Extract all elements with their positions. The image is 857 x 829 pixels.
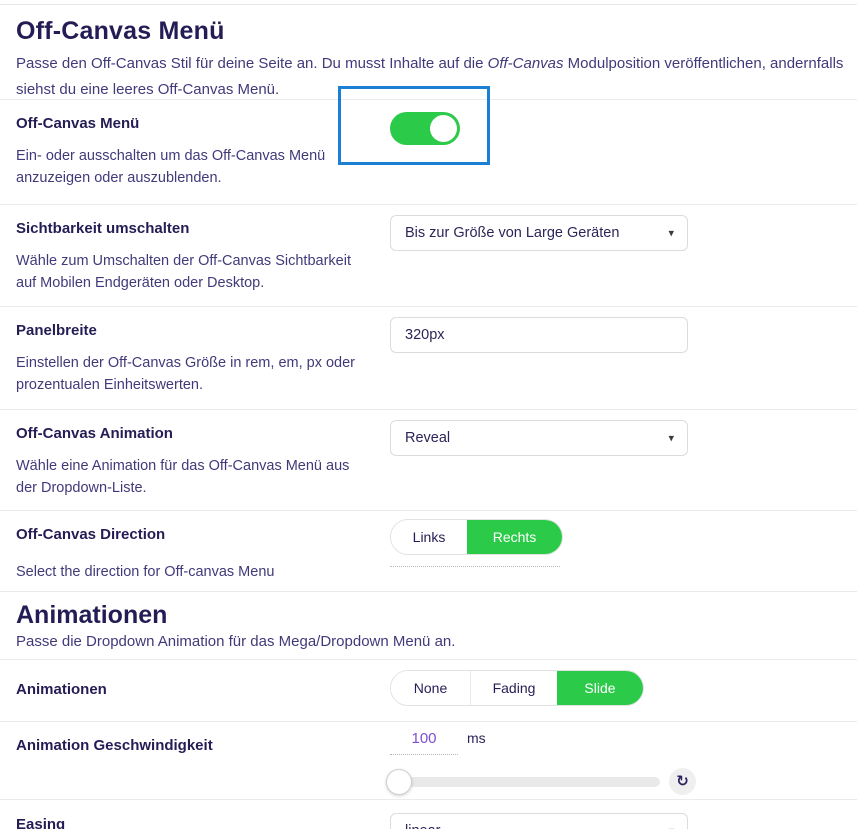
direction-button-group: Links Rechts xyxy=(390,519,563,555)
offcanvas-animation-label: Off-Canvas Animation xyxy=(16,425,173,442)
reset-button[interactable]: ↻ xyxy=(669,768,696,795)
visibility-select-value: Bis zur Größe von Large Geräten xyxy=(405,225,620,241)
chevron-down-icon: ▾ xyxy=(668,432,674,445)
offcanvas-direction-description: Select the direction for Off-canvas Menu xyxy=(16,564,275,580)
direction-rechts-button[interactable]: Rechts xyxy=(467,520,562,554)
speed-unit-label: ms xyxy=(467,730,486,746)
easing-select[interactable]: linear ▾ xyxy=(390,813,688,829)
chevron-down-icon: ▾ xyxy=(668,825,674,829)
animations-section-description: Passe die Dropdown Animation für das Meg… xyxy=(16,633,456,650)
speed-value[interactable]: 100 xyxy=(390,730,458,755)
setting-row-offcanvas-menu: Off-Canvas Menü Ein- oder ausschalten um… xyxy=(0,86,857,205)
easing-label: Easing xyxy=(16,816,66,829)
animations-button-group: None Fading Slide xyxy=(390,670,644,706)
setting-row-visibility: Sichtbarkeit umschalten Wähle zum Umscha… xyxy=(0,205,857,307)
dotted-separator xyxy=(390,566,560,567)
setting-row-animations: Animationen None Fading Slide xyxy=(0,660,857,722)
panel-width-label: Panelbreite xyxy=(16,322,97,339)
animations-section-header: Animationen Passe die Dropdown Animation… xyxy=(0,592,857,660)
animation-speed-label: Animation Geschwindigkeit xyxy=(16,737,213,754)
offcanvas-menu-toggle[interactable] xyxy=(390,112,460,145)
animations-section-title: Animationen xyxy=(16,601,168,629)
visibility-label: Sichtbarkeit umschalten xyxy=(16,220,190,237)
offcanvas-menu-description: Ein- oder ausschalten um das Off-Canvas … xyxy=(16,148,326,186)
offcanvas-animation-description: Wähle eine Animation für das Off-Canvas … xyxy=(16,458,350,496)
setting-row-easing: Easing linear ▾ xyxy=(0,800,857,829)
speed-slider-knob[interactable] xyxy=(386,768,412,795)
offcanvas-animation-select[interactable]: Reveal ▾ xyxy=(390,420,688,456)
easing-select-value: linear xyxy=(405,823,440,829)
direction-links-button[interactable]: Links xyxy=(391,520,467,554)
speed-slider-track[interactable] xyxy=(386,768,660,795)
toggle-knob xyxy=(430,115,457,142)
refresh-icon: ↻ xyxy=(676,771,689,790)
animations-label: Animationen xyxy=(16,681,107,698)
setting-row-offcanvas-direction: Off-Canvas Direction Select the directio… xyxy=(0,511,857,592)
offcanvas-direction-label: Off-Canvas Direction xyxy=(16,526,166,543)
page-title: Off-Canvas Menü xyxy=(16,17,225,45)
offcanvas-menu-label: Off-Canvas Menü xyxy=(16,115,140,132)
visibility-select[interactable]: Bis zur Größe von Large Geräten ▾ xyxy=(390,215,688,251)
setting-row-offcanvas-animation: Off-Canvas Animation Wähle eine Animatio… xyxy=(0,410,857,511)
page-description-part2: Modulposition veröffentlichen, andernfal… xyxy=(16,55,844,98)
offcanvas-animation-select-value: Reveal xyxy=(405,430,451,446)
panel-width-description: Einstellen der Off-Canvas Größe in rem, … xyxy=(16,355,356,393)
animations-none-button[interactable]: None xyxy=(391,671,470,705)
page-header: Off-Canvas Menü Passe den Off-Canvas Sti… xyxy=(0,4,857,100)
animations-fading-button[interactable]: Fading xyxy=(470,671,557,705)
setting-row-panel-width: Panelbreite Einstellen der Off-Canvas Gr… xyxy=(0,307,857,410)
chevron-down-icon: ▾ xyxy=(668,227,674,240)
setting-row-animation-speed: Animation Geschwindigkeit 100 ms ↻ xyxy=(0,722,857,800)
animations-slide-button[interactable]: Slide xyxy=(557,671,643,705)
page-description-italic: Off-Canvas xyxy=(487,55,564,72)
speed-value-row: 100 ms xyxy=(390,730,696,755)
panel-width-input[interactable] xyxy=(390,317,688,353)
page-description-part1: Passe den Off-Canvas Stil für deine Seit… xyxy=(16,55,488,72)
speed-slider-row: ↻ xyxy=(386,768,696,795)
page-description: Passe den Off-Canvas Stil für deine Seit… xyxy=(16,51,853,103)
visibility-description: Wähle zum Umschalten der Off-Canvas Sich… xyxy=(16,253,351,291)
